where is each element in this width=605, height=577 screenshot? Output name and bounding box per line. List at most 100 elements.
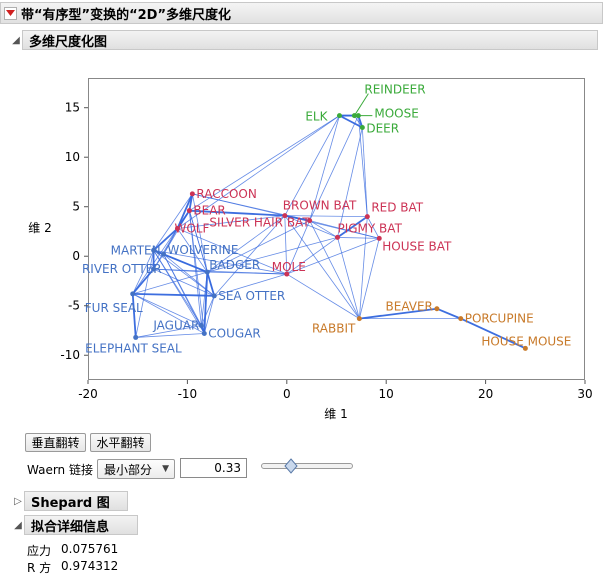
point-bear[interactable] xyxy=(186,208,192,214)
x-tick-label: 10 xyxy=(379,387,394,401)
edge-badger-sea-otter xyxy=(206,271,216,297)
red-triangle-menu-button[interactable] xyxy=(4,6,17,20)
point-elephant-seal[interactable] xyxy=(133,334,139,340)
point-elk[interactable] xyxy=(336,113,342,119)
edge-bear-fur-seal xyxy=(132,210,190,295)
point-wolf[interactable] xyxy=(174,226,180,232)
edge-silver-hair-bat-badger xyxy=(207,220,310,273)
point-badger[interactable] xyxy=(204,269,210,275)
edge-sea-otter-mole xyxy=(214,273,287,297)
edge-mole-house-bat xyxy=(286,238,380,275)
point-house-mouse[interactable] xyxy=(522,345,528,351)
point-label-wolverine: WOLVERINE xyxy=(168,243,239,257)
edge-mole-pigmy-bat xyxy=(286,237,338,275)
point-label-cougar: COUGAR xyxy=(208,326,260,340)
point-brown-bat[interactable] xyxy=(282,213,288,219)
y-tick-label: 15 xyxy=(65,101,80,115)
flip-vertical-button[interactable]: 垂直翻转 xyxy=(25,433,86,452)
chevron-down-icon: ▼ xyxy=(162,464,169,474)
point-label-house-mouse: HOUSE MOUSE xyxy=(481,334,571,348)
plot-frame xyxy=(88,78,585,380)
point-label-sea-otter: SEA OTTER xyxy=(218,289,285,303)
point-pigmy-bat[interactable] xyxy=(334,234,340,240)
point-sea-otter[interactable] xyxy=(211,293,217,299)
point-raccoon[interactable] xyxy=(189,191,195,197)
point-rabbit[interactable] xyxy=(356,316,362,322)
point-beaver[interactable] xyxy=(434,306,440,312)
edge-marten-mole xyxy=(153,249,287,275)
edge-rabbit-red-bat xyxy=(358,216,368,319)
x-tick-label: -20 xyxy=(78,387,98,401)
edge-rabbit-pigmy-bat xyxy=(337,237,360,319)
edge-rabbit-beaver xyxy=(359,307,438,320)
edge-bear-cougar xyxy=(188,210,205,334)
point-label-marten: MARTEN xyxy=(111,243,161,257)
y-tick-label: 5 xyxy=(72,200,80,214)
point-label-silver-hair-bat: SILVER HAIR BAT xyxy=(209,216,310,230)
point-label-red-bat: RED BAT xyxy=(371,201,423,215)
edge-wolverine-badger xyxy=(163,253,208,273)
waern-value-input[interactable] xyxy=(180,458,247,478)
shepard-section-header[interactable]: ▷ Shepard 图 xyxy=(12,491,128,511)
edge-pigmy-bat-house-bat xyxy=(337,237,380,239)
point-label-bear: BEAR xyxy=(193,204,225,218)
y-tick-label: -10 xyxy=(60,348,80,362)
edge-sea-otter-brown-bat xyxy=(213,215,286,297)
flip-horizontal-button[interactable]: 水平翻转 xyxy=(90,433,151,452)
x-axis: -20 -10 0 10 20 30 xyxy=(78,380,593,401)
point-cougar[interactable] xyxy=(201,330,207,336)
disclosure-expanded-icon[interactable]: ◢ xyxy=(12,34,20,46)
fit-details-header[interactable]: ◢ 拟合详细信息 xyxy=(12,515,138,535)
point-wolverine[interactable] xyxy=(161,251,167,257)
disclosure-collapsed-icon[interactable]: ▷ xyxy=(14,495,22,507)
point-marten[interactable] xyxy=(151,247,157,253)
point-porcupine[interactable] xyxy=(458,316,464,322)
edge-wolverine-jaguar xyxy=(163,254,202,326)
point-label-reindeer: REINDEER xyxy=(364,83,425,97)
point-label-deer: DEER xyxy=(366,122,399,136)
edge-elephant-seal-jaguar xyxy=(135,325,202,338)
point-silver-hair-bat[interactable] xyxy=(307,218,313,224)
waern-slider[interactable] xyxy=(261,463,353,469)
y-tick-label: 10 xyxy=(65,150,80,164)
point-label-wolf: WOLF xyxy=(174,222,209,236)
point-label-raccoon: RACCOON xyxy=(196,187,256,201)
point-label-porcupine: PORCUPINE xyxy=(465,312,534,326)
edge-bear-brown-bat xyxy=(189,209,285,217)
edge-river-otter-sea-otter xyxy=(153,268,215,297)
point-deer[interactable] xyxy=(359,125,365,131)
waern-label: Waern 链接 xyxy=(27,463,93,477)
point-river-otter[interactable] xyxy=(151,266,157,272)
edge-sea-otter-jaguar xyxy=(200,295,215,326)
report-title: 带“有序型”变换的“2D”多维尺度化 xyxy=(21,7,232,23)
slider-thumb-icon[interactable] xyxy=(284,458,299,474)
waern-method-select[interactable]: 最小部分 ▼ xyxy=(97,459,175,479)
y-tick-label: 0 xyxy=(72,249,80,263)
y-axis: -10 -5 0 5 10 15 xyxy=(60,101,88,362)
x-axis-label: 维 1 xyxy=(324,407,347,421)
point-fur-seal[interactable] xyxy=(130,291,136,297)
point-label-moose: MOOSE xyxy=(374,107,418,121)
edge-brown-bat-red-bat xyxy=(284,215,368,218)
disclosure-expanded-icon[interactable]: ◢ xyxy=(14,519,22,531)
edge-badger-cougar xyxy=(203,272,209,334)
point-label-elk: ELK xyxy=(305,110,328,124)
point-red-bat[interactable] xyxy=(364,214,370,220)
edge-rabbit-house-bat xyxy=(358,238,380,319)
edge-elk-wolf xyxy=(177,115,340,229)
mds-section-label: 多维尺度化图 xyxy=(22,30,598,50)
edge-elk-brown-bat xyxy=(284,115,340,216)
edge-fur-seal-jaguar xyxy=(132,293,202,326)
point-jaguar[interactable] xyxy=(198,323,204,329)
edge-mole-brown-bat xyxy=(284,215,288,275)
edge-elephant-seal-marten xyxy=(135,250,154,338)
edge-pigmy-bat-badger xyxy=(207,237,338,273)
point-label-river-otter: RIVER OTTER xyxy=(82,262,162,276)
edge-beaver-porcupine xyxy=(436,307,462,320)
point-mole[interactable] xyxy=(284,271,290,277)
point-label-pigmy-bat: PIGMY BAT xyxy=(337,221,402,235)
point-house-bat[interactable] xyxy=(376,235,382,241)
edge-raccoon-marten xyxy=(153,193,193,251)
stress-value: 0.075761 xyxy=(61,542,119,556)
